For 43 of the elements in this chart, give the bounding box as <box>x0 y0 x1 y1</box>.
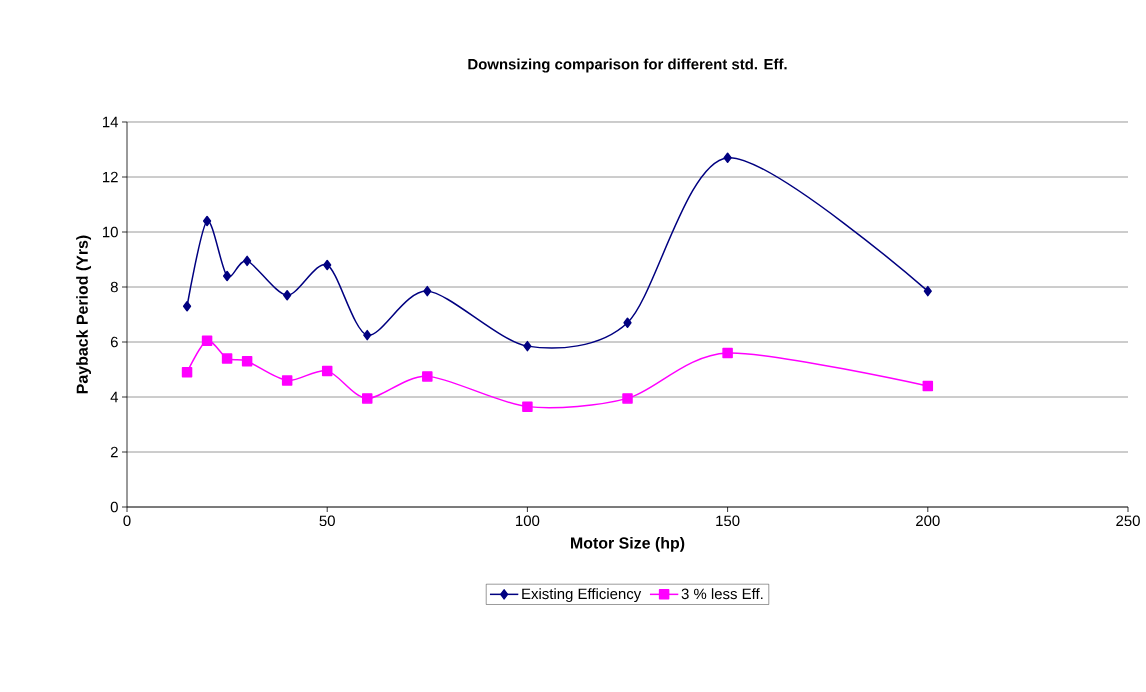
point <box>243 255 252 267</box>
point <box>321 365 333 377</box>
point <box>222 270 232 282</box>
point <box>363 329 372 341</box>
point <box>283 290 292 301</box>
y-tick-label: 4 <box>110 391 119 403</box>
x-tick-label: 100 <box>516 515 540 527</box>
x-tick-label: 200 <box>916 515 940 527</box>
point <box>202 215 212 227</box>
point <box>241 356 253 367</box>
y-tick-label: 8 <box>110 281 118 293</box>
legend-label: 3 % less Eff. <box>681 588 763 600</box>
point <box>522 401 533 412</box>
point <box>922 380 934 392</box>
point <box>181 367 193 378</box>
point <box>722 347 733 359</box>
point <box>723 152 732 163</box>
point <box>281 375 293 386</box>
point <box>622 393 633 404</box>
y-axis-title: Payback Period (Yrs) <box>76 235 92 394</box>
point <box>361 393 373 404</box>
point <box>201 335 213 346</box>
y-tick-label: 0 <box>110 501 118 513</box>
point <box>523 340 532 352</box>
y-tick-label: 6 <box>110 336 118 348</box>
x-tick-label: 150 <box>716 515 740 527</box>
point <box>221 353 233 364</box>
point <box>422 371 433 382</box>
y-tick-label: 2 <box>110 446 118 458</box>
y-tick-label: 10 <box>103 226 118 238</box>
x-tick-label: 50 <box>319 515 335 527</box>
point <box>323 259 332 271</box>
y-tick-label: 14 <box>103 116 119 128</box>
legend-label: Existing Efficiency <box>522 588 642 603</box>
point <box>623 317 632 328</box>
chart-title: Downsizing comparison for different std. Eff. <box>468 58 787 73</box>
x-axis-title: Motor Size (hp) <box>571 536 685 552</box>
point <box>923 285 932 297</box>
point <box>182 301 192 312</box>
point <box>423 285 432 297</box>
y-tick-label: 12 <box>103 171 118 183</box>
x-tick-label: 250 <box>1116 515 1140 527</box>
x-tick-label: 0 <box>123 515 131 527</box>
